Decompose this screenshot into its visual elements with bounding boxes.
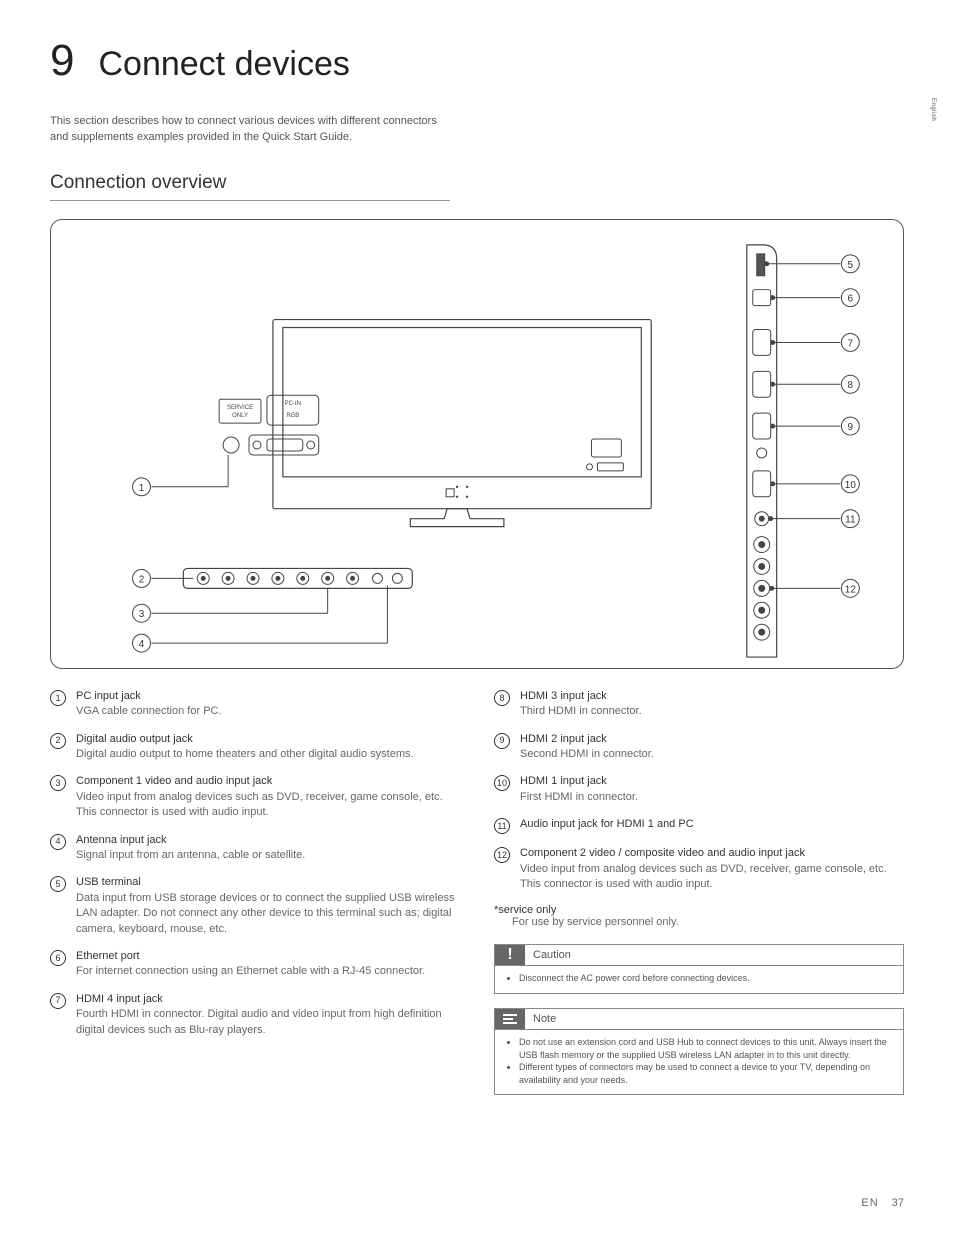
legend-badge: 2 (50, 733, 66, 749)
note-callout: Note Do not use an extension cord and USB… (494, 1008, 904, 1095)
connection-diagram: SERVICE ONLY PC-IN RGB (50, 219, 904, 669)
legend-item-title: Antenna input jack (76, 833, 305, 848)
legend-badge: 6 (50, 950, 66, 966)
legend-badge: 4 (50, 834, 66, 850)
service-only-title: *service only (494, 904, 904, 916)
legend-item-title: Ethernet port (76, 949, 425, 964)
intro-text: This section describes how to connect va… (50, 114, 450, 146)
chapter-title: 9 Connect devices (50, 36, 904, 86)
svg-text:6: 6 (848, 294, 854, 305)
svg-text:7: 7 (848, 338, 854, 349)
caution-callout-label: Caution (525, 945, 579, 965)
caution-callout-icon: ! (495, 945, 525, 965)
legend-badge: 9 (494, 733, 510, 749)
legend-badge: 10 (494, 775, 510, 791)
legend-item: 8 HDMI 3 input jackThird HDMI in connecto… (494, 689, 904, 720)
chapter-number: 9 (50, 36, 74, 86)
legend-item: 9 HDMI 2 input jackSecond HDMI in connect… (494, 732, 904, 763)
footer-page: 37 (892, 1197, 904, 1209)
legend-item-title: Audio input jack for HDMI 1 and PC (520, 817, 694, 832)
svg-text:9: 9 (848, 422, 854, 433)
service-only-desc: For use by service personnel only. (494, 916, 904, 928)
legend-item-desc: Digital audio output to home theaters an… (76, 748, 414, 760)
legend-badge: 11 (494, 818, 510, 834)
chapter-name: Connect devices (98, 45, 349, 84)
legend-badge: 1 (50, 690, 66, 706)
legend-item-title: HDMI 2 input jack (520, 732, 654, 747)
legend-item-title: HDMI 1 input jack (520, 774, 638, 789)
section-heading: Connection overview (50, 172, 450, 201)
legend-item: 10 HDMI 1 input jack First HDMI in connect… (494, 774, 904, 805)
caution-callout: !Caution Disconnect the AC power cord bef… (494, 944, 904, 994)
svg-text:ONLY: ONLY (232, 413, 248, 419)
legend-item-title: Component 1 video and audio input jack (76, 774, 460, 789)
svg-text:2: 2 (139, 574, 145, 585)
legend-badge: 8 (494, 690, 510, 706)
legend-item-desc: VGA cable connection for PC. (76, 705, 222, 717)
legend-item: 7 HDMI 4 input jackFourth HDMI in connect… (50, 992, 460, 1038)
note-callout-bullet: Do not use an extension cord and USB Hub… (519, 1036, 893, 1061)
legend-item-title: USB terminal (76, 875, 460, 890)
legend-item: 11 Audio input jack for HDMI 1 and PC (494, 817, 904, 834)
legend-item: 2 Digital audio output jackDigital audio … (50, 732, 460, 763)
legend-badge: 3 (50, 775, 66, 791)
caution-callout-bullet: Disconnect the AC power cord before conn… (519, 972, 893, 985)
legend-item: 4 Antenna input jackSignal input from an … (50, 833, 460, 864)
service-only-block: *service onlyFor use by service personne… (494, 904, 904, 928)
legend-item-desc: Signal input from an antenna, cable or s… (76, 849, 305, 861)
svg-text:10: 10 (845, 480, 857, 491)
svg-text:1: 1 (139, 483, 145, 494)
label-rgb: RGB (286, 413, 299, 419)
note-callout-label: Note (525, 1009, 564, 1029)
note-callout-bullet: Different types of connectors may be use… (519, 1061, 893, 1086)
label-pcin: PC-IN (285, 401, 301, 407)
svg-text:12: 12 (845, 584, 857, 595)
label-service: SERVICE (227, 405, 253, 411)
legend-item: 3 Component 1 video and audio input jack V… (50, 774, 460, 820)
legend-item-title: Component 2 video / composite video and … (520, 846, 904, 861)
legend-item: 6 Ethernet portFor internet connection us… (50, 949, 460, 980)
legend-item-desc: First HDMI in connector. (520, 791, 638, 803)
legend-item-desc: Video input from analog devices such as … (520, 863, 887, 890)
legend-badge: 5 (50, 876, 66, 892)
page-footer: EN 37 (861, 1197, 904, 1209)
language-tab: English (930, 98, 936, 121)
legend-item: 12 Component 2 video / composite video an… (494, 846, 904, 892)
legend-item-desc: For internet connection using an Etherne… (76, 965, 425, 977)
svg-text:5: 5 (848, 260, 854, 271)
legend-item-title: Digital audio output jack (76, 732, 414, 747)
svg-text:4: 4 (139, 639, 145, 650)
legend-item: 1 PC input jackVGA cable connection for P… (50, 689, 460, 720)
legend-columns: 1 PC input jackVGA cable connection for P… (50, 689, 904, 1109)
svg-text:8: 8 (848, 380, 854, 391)
footer-lang: EN (861, 1197, 878, 1209)
legend-badge: 7 (50, 993, 66, 1009)
svg-text:11: 11 (845, 515, 856, 526)
legend-item-desc: Video input from analog devices such as … (76, 791, 443, 818)
legend-item-title: HDMI 3 input jack (520, 689, 642, 704)
legend-item-desc: Third HDMI in connector. (520, 705, 642, 717)
legend-item-desc: Second HDMI in connector. (520, 748, 654, 760)
svg-text:3: 3 (139, 609, 145, 620)
legend-right-column: 8 HDMI 3 input jackThird HDMI in connecto… (494, 689, 904, 1109)
legend-item: 5 USB terminal Data input from USB storage… (50, 875, 460, 937)
legend-item-desc: Fourth HDMI in connector. Digital audio … (76, 1008, 442, 1035)
legend-item-title: PC input jack (76, 689, 222, 704)
legend-item-desc: Data input from USB storage devices or t… (76, 892, 454, 935)
note-callout-icon (495, 1009, 525, 1029)
legend-item-title: HDMI 4 input jack (76, 992, 460, 1007)
legend-left-column: 1 PC input jackVGA cable connection for P… (50, 689, 460, 1109)
legend-badge: 12 (494, 847, 510, 863)
